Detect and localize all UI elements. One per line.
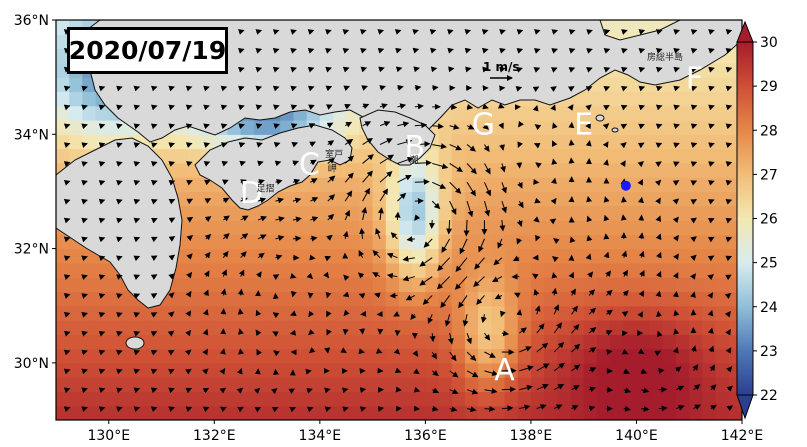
colorbar-bar <box>736 41 754 396</box>
place-label: 足摺 <box>257 182 275 194</box>
colorbar-extend-max <box>736 20 754 43</box>
scale-arrow-label: 1 m/s <box>483 60 520 74</box>
scale-arrow: 1 m/s <box>483 60 520 81</box>
colorbar-tick-label: 24 <box>760 300 778 316</box>
date-label-box: 2020/07/19 <box>67 27 228 74</box>
colorbar: 22 23 24 25 26 27 28 29 30 <box>736 20 778 420</box>
y-axis: 30°N 32°N 34°N 36°N <box>14 13 56 372</box>
date-label: 2020/07/19 <box>68 36 227 65</box>
region-label: A <box>494 353 515 388</box>
current-vector-field <box>63 29 734 413</box>
region-label: D <box>240 176 263 211</box>
x-axis: 130°E 132°E 134°E 136°E 138°E 140°E 142°E <box>87 420 763 444</box>
x-tick-label: 140°E <box>615 428 658 444</box>
region-label: E <box>574 107 593 142</box>
sst-plot-area: A B C D E F G 室戸岬 潮足摺 房総半島 <box>56 20 742 420</box>
land-izu-island <box>595 114 605 122</box>
colorbar-tick-label: 26 <box>760 212 778 228</box>
x-tick-label: 134°E <box>299 428 342 444</box>
place-label: 潮 <box>410 154 419 166</box>
colorbar-extend-min <box>736 394 754 420</box>
colorbar-tick-label: 25 <box>760 256 778 272</box>
colorbar-tick-label: 22 <box>760 388 778 404</box>
place-label: 室戸 <box>325 148 343 160</box>
y-tick-label: 32°N <box>14 242 49 258</box>
region-label: B <box>405 130 426 165</box>
colorbar-tick-label: 23 <box>760 344 778 360</box>
place-label: 岬 <box>328 163 337 174</box>
x-tick-label: 142°E <box>721 428 764 444</box>
colorbar-tick-label: 30 <box>760 35 778 51</box>
region-label: G <box>472 107 495 142</box>
colorbar-tick-label: 28 <box>760 123 778 139</box>
land-izu-island <box>611 127 619 133</box>
land-tanegashima <box>125 336 145 350</box>
y-tick-label: 36°N <box>14 13 49 29</box>
colorbar-tick-label: 27 <box>760 167 778 183</box>
place-label: 房総半島 <box>647 51 683 63</box>
x-tick-label: 136°E <box>404 428 447 444</box>
land-kii-peninsula <box>359 109 436 166</box>
x-tick-label: 132°E <box>193 428 236 444</box>
place-labels: 室戸岬 潮足摺 房総半島 <box>257 51 684 194</box>
region-label: F <box>686 62 703 97</box>
y-tick-label: 34°N <box>14 127 49 143</box>
x-tick-label: 138°E <box>510 428 553 444</box>
x-tick-label: 130°E <box>87 428 130 444</box>
colorbar-tick-label: 29 <box>760 79 778 95</box>
region-labels: A B C D E F G <box>240 62 703 388</box>
y-tick-label: 30°N <box>14 356 49 372</box>
region-label: C <box>299 147 320 182</box>
station-marker <box>620 180 631 191</box>
